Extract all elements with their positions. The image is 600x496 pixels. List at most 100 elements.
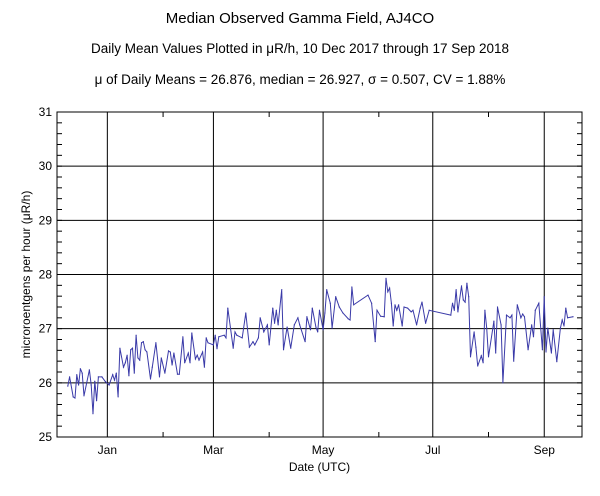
data-point [293, 324, 295, 326]
plot-frame [56, 111, 583, 438]
data-point [117, 396, 119, 398]
data-point [516, 304, 518, 306]
data-point [144, 349, 146, 351]
data-point [133, 372, 135, 374]
data-point [234, 331, 236, 333]
data-point [371, 302, 373, 304]
data-point [561, 319, 563, 321]
data-point [184, 362, 186, 364]
data-point [550, 352, 553, 354]
data-point [115, 372, 117, 374]
data-point [282, 349, 285, 351]
data-point [532, 336, 535, 338]
data-point [412, 309, 414, 311]
data-point [128, 375, 130, 377]
data-point [502, 382, 504, 384]
data-point [131, 347, 134, 349]
data-point [245, 312, 247, 314]
data-point [263, 331, 265, 333]
data-point [112, 374, 114, 376]
data-point [277, 324, 279, 326]
data-point [74, 397, 76, 399]
data-point [338, 306, 340, 308]
data-point [392, 325, 394, 327]
data-point [207, 342, 209, 344]
data-point [309, 329, 312, 331]
data-point [158, 376, 161, 378]
x-tick-label: Sep [534, 443, 556, 457]
data-point [351, 286, 353, 288]
data-point [205, 337, 207, 339]
data-point [126, 354, 128, 356]
data-point [421, 301, 423, 303]
y-tick-label: 29 [39, 213, 53, 227]
data-point [543, 296, 545, 298]
chart-title: Median Observed Gamma Field, AJ4CO [165, 10, 435, 27]
data-point [457, 311, 459, 313]
data-point [257, 337, 259, 339]
data-point [160, 357, 162, 359]
data-point [266, 324, 268, 326]
data-point [572, 316, 574, 318]
data-point [304, 341, 306, 343]
data-point [538, 302, 540, 304]
data-point [306, 316, 308, 318]
data-point [505, 314, 508, 316]
y-tick-label: 25 [39, 430, 53, 444]
data-point [522, 313, 524, 315]
data-point [268, 344, 270, 346]
x-tick-label: Jul [425, 443, 440, 457]
data-point [401, 325, 403, 327]
data-point [318, 309, 321, 311]
data-point [214, 334, 216, 336]
data-point [495, 352, 497, 354]
tick-labels: 25 26 27 28 29 30 31 Jan Mar May Jul Sep [39, 105, 556, 457]
data-point [410, 311, 412, 313]
data-point [462, 299, 464, 301]
data-point [97, 376, 99, 378]
data-point [380, 315, 382, 317]
data-point [567, 317, 569, 319]
data-point [198, 359, 200, 361]
data-point [559, 327, 562, 329]
data-point [92, 413, 94, 415]
data-point [396, 309, 398, 311]
data-point [428, 309, 430, 311]
data-point [473, 331, 475, 333]
data-point [419, 307, 421, 309]
data-point [496, 306, 499, 308]
data-point [455, 289, 457, 291]
data-point [122, 366, 125, 368]
data-point [182, 336, 184, 338]
data-point [500, 324, 502, 326]
data-point [387, 291, 389, 293]
data-point [552, 329, 554, 331]
data-point [315, 326, 317, 328]
data-point [353, 304, 355, 306]
data-point [137, 357, 139, 359]
data-point [68, 376, 71, 378]
data-point [460, 285, 463, 287]
data-point [151, 366, 153, 368]
data-point [252, 341, 254, 343]
data-point [135, 334, 137, 336]
data-point [212, 344, 215, 346]
y-tick-label: 27 [39, 322, 53, 336]
data-point [173, 352, 175, 354]
data-point [241, 337, 243, 339]
chart-stats: μ of Daily Means = 26.876, median = 26.9… [94, 72, 506, 87]
data-point [547, 327, 549, 329]
data-point [468, 296, 470, 298]
data-point [487, 356, 490, 358]
data-point [202, 351, 204, 353]
data-point [286, 326, 288, 328]
data-point [95, 400, 98, 402]
x-tick-label: Mar [203, 443, 224, 457]
data-point [534, 309, 536, 311]
y-tick-label: 31 [39, 105, 53, 119]
grid [57, 111, 582, 438]
data-point [76, 374, 78, 376]
chart-subtitle: Daily Mean Values Plotted in μR/h, 10 De… [90, 41, 510, 56]
data-point [178, 373, 180, 375]
data-point [104, 381, 107, 383]
